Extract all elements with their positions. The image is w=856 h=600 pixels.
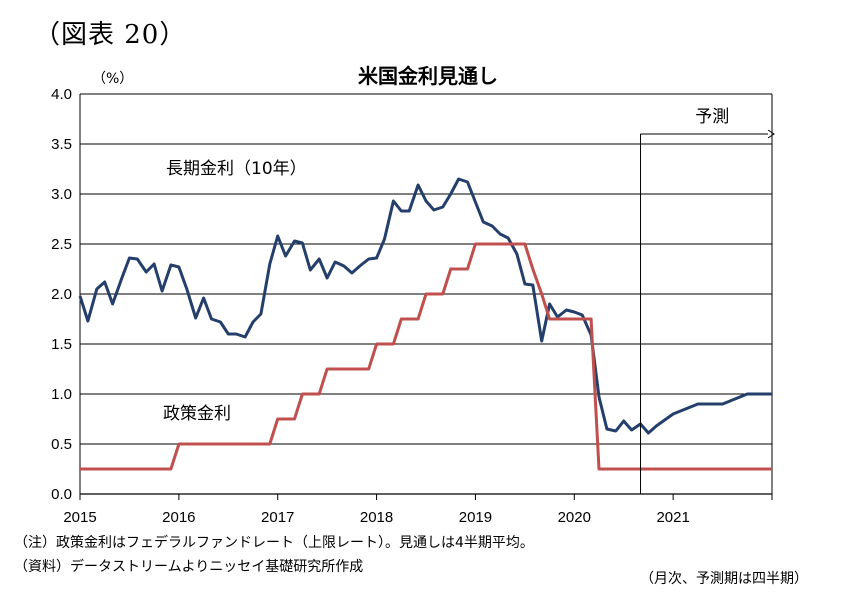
- y-tick-label: 3.5: [51, 136, 72, 153]
- series-lines: [78, 177, 772, 471]
- chart-title: 米国金利見通し: [358, 64, 498, 88]
- x-tick-label: 2019: [459, 509, 492, 526]
- series-label: 長期金利（10年）: [166, 159, 307, 179]
- x-tick-labels: 2015 2016 2017 2018 2019 2020 2021: [63, 509, 690, 526]
- x-tick-label: 2017: [261, 509, 294, 526]
- note-line-1: （注）政策金利はフェデラルファンドレート（上限レート）。見通しは4半期平均。: [14, 535, 534, 551]
- y-unit-label: （%）: [92, 71, 134, 87]
- y-tick-label: 0.0: [51, 486, 72, 503]
- x-tick-label: 2020: [558, 509, 591, 526]
- x-tick-label: 2021: [656, 509, 689, 526]
- y-tick-label: 0.5: [51, 436, 72, 453]
- series-line: [78, 177, 772, 435]
- x-tick-label: 2015: [63, 509, 96, 526]
- y-tick-label: 1.5: [51, 336, 72, 353]
- note-line-3: （月次、予測期は四半期）: [640, 571, 808, 587]
- y-tick-label: 2.0: [51, 286, 72, 303]
- figure-label: （図表 20）: [34, 20, 187, 50]
- forecast-marker: 予測: [640, 107, 775, 494]
- series-label: 政策金利: [163, 404, 231, 424]
- y-tick-label: 1.0: [51, 386, 72, 403]
- y-tick-label: 3.0: [51, 186, 72, 203]
- forecast-arrowhead: [767, 129, 775, 139]
- series-labels: 長期金利（10年） 政策金利: [163, 159, 307, 424]
- forecast-label: 予測: [695, 107, 729, 127]
- note-line-2: （資料）データストリームよりニッセイ基礎研究所作成: [14, 559, 364, 575]
- x-tick-label: 2018: [360, 509, 393, 526]
- grid-lines: [79, 93, 773, 500]
- x-tick-label: 2016: [162, 509, 195, 526]
- y-tick-label: 2.5: [51, 236, 72, 253]
- y-tick-label: 4.0: [51, 86, 72, 103]
- series-line: [80, 242, 772, 471]
- y-tick-labels: 0.0 0.5 1.0 1.5 2.0 2.5 3.0 3.5 4.0: [51, 86, 72, 503]
